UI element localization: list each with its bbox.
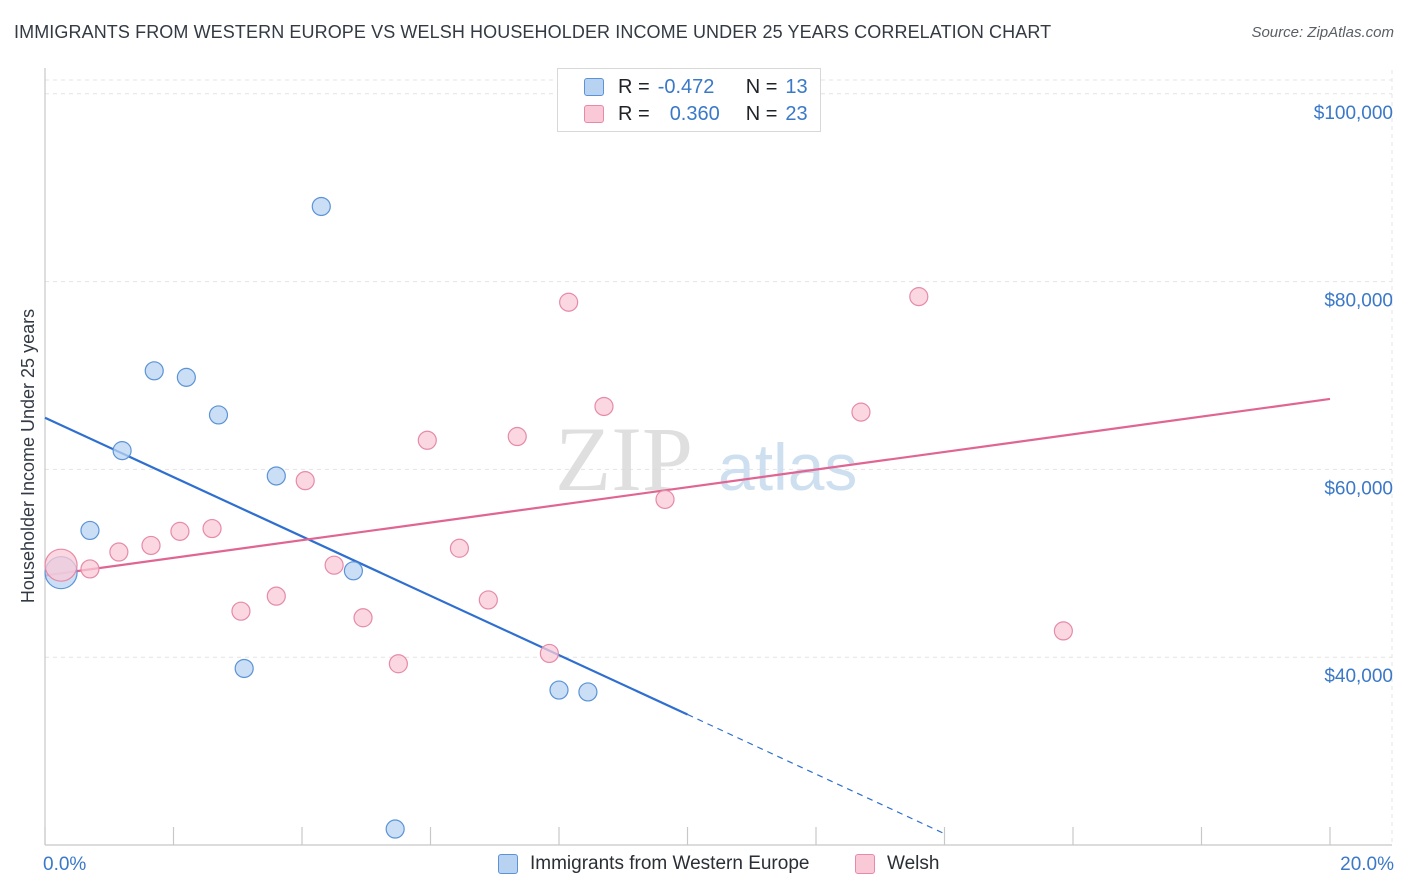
legend-swatch-pink xyxy=(584,105,604,123)
point-welsh xyxy=(202,518,222,539)
point-welsh xyxy=(170,521,190,541)
point-immigrants xyxy=(385,819,405,839)
axes xyxy=(44,68,1392,846)
bottom-legend-label: Welsh xyxy=(887,853,940,874)
y-tick-label: $100,000 xyxy=(1314,103,1393,124)
point-welsh xyxy=(559,292,579,312)
point-welsh xyxy=(507,426,527,447)
legend-swatch-blue xyxy=(584,78,604,96)
tick-labels: $40,000 $60,000 $80,000 $100,000 0.0% 20.0% xyxy=(43,103,1394,875)
point-welsh xyxy=(1053,621,1073,641)
point-welsh xyxy=(295,471,315,491)
correlation-legend: R = -0.472 N = 13 R = 0.360 N = 23 xyxy=(557,68,821,132)
point-immigrants xyxy=(343,561,363,581)
point-immigrants xyxy=(112,441,132,461)
point-welsh xyxy=(80,559,100,579)
point-welsh xyxy=(266,586,286,606)
trend-line-immigrants xyxy=(44,416,688,716)
legend-n-value: 13 xyxy=(785,75,808,98)
point-immigrants xyxy=(208,405,229,425)
legend-n-label: N = xyxy=(745,75,778,98)
point-immigrants xyxy=(266,466,286,486)
point-welsh xyxy=(478,590,498,610)
trend-line-immigrants-extension xyxy=(687,713,945,835)
legend-row-welsh: R = 0.360 N = 23 xyxy=(584,101,808,127)
point-welsh xyxy=(44,548,78,582)
point-welsh xyxy=(231,601,251,621)
y-tick-label: $40,000 xyxy=(1324,666,1393,687)
point-immigrants xyxy=(176,367,196,387)
x-tick-label: 0.0% xyxy=(43,854,86,875)
point-welsh xyxy=(388,654,408,674)
point-welsh xyxy=(109,542,129,562)
legend-r-value: 0.360 xyxy=(669,102,720,125)
point-immigrants xyxy=(578,682,598,702)
point-welsh xyxy=(655,489,675,510)
legend-r-label: R = xyxy=(618,75,650,98)
point-welsh xyxy=(851,402,871,422)
point-welsh xyxy=(417,430,437,450)
point-immigrants xyxy=(311,196,331,217)
data-points xyxy=(44,196,1073,839)
point-welsh xyxy=(594,396,614,417)
point-welsh xyxy=(539,643,559,664)
legend-r-value: -0.472 xyxy=(657,75,715,98)
y-tick-label: $80,000 xyxy=(1324,291,1393,312)
point-welsh xyxy=(324,555,344,575)
legend-row-immigrants: R = -0.472 N = 13 xyxy=(584,74,808,100)
y-axis-label: Householder Income Under 25 years xyxy=(18,309,38,603)
source-credit: Source: ZipAtlas.com xyxy=(1251,24,1394,41)
point-welsh xyxy=(449,538,470,558)
bottom-legend-welsh: Welsh xyxy=(855,851,939,877)
point-welsh xyxy=(141,535,161,556)
point-welsh xyxy=(909,287,929,307)
bottom-legend-swatch-blue xyxy=(498,854,518,874)
x-tick-label: 20.0% xyxy=(1340,854,1394,875)
legend-n-label: N = xyxy=(745,102,778,125)
bottom-legend-label: Immigrants from Western Europe xyxy=(530,853,810,874)
legend-n-value: 23 xyxy=(785,102,808,125)
bottom-legend-immigrants: Immigrants from Western Europe xyxy=(498,851,809,877)
trend-line-welsh xyxy=(44,397,1331,577)
chart-title: IMMIGRANTS FROM WESTERN EUROPE VS WELSH … xyxy=(14,22,1052,42)
trend-lines xyxy=(44,397,1331,835)
bottom-legend-swatch-pink xyxy=(855,854,875,874)
point-immigrants xyxy=(549,680,569,700)
point-immigrants xyxy=(144,361,164,381)
watermark: ZIP atlas xyxy=(555,408,857,510)
point-immigrants xyxy=(234,658,254,679)
y-tick-label: $60,000 xyxy=(1324,478,1393,499)
legend-r-label: R = xyxy=(618,102,650,125)
point-immigrants xyxy=(80,520,100,541)
point-welsh xyxy=(353,608,373,628)
